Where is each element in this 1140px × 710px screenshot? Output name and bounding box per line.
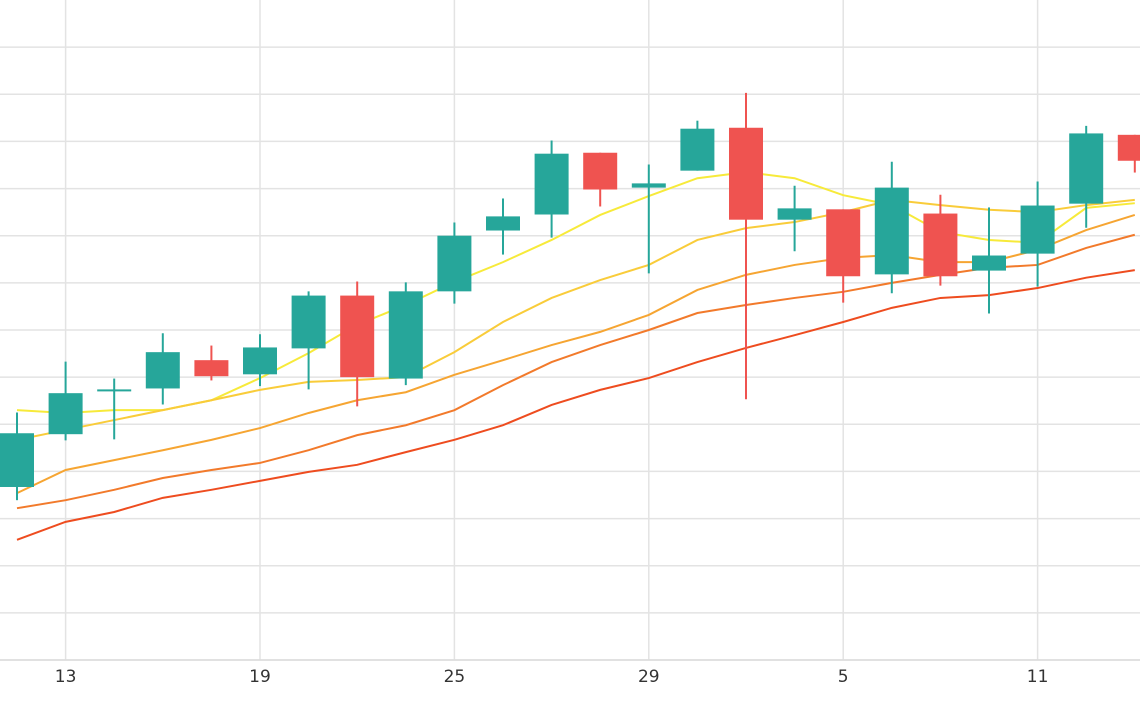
x-tick-label: 11 xyxy=(1027,667,1049,687)
candle-body xyxy=(874,187,909,275)
candle-body xyxy=(388,291,423,379)
candle-body xyxy=(1020,205,1055,254)
candle-body xyxy=(972,255,1006,271)
candle-body xyxy=(534,153,569,215)
x-tick-label: 13 xyxy=(55,667,77,687)
candle-body xyxy=(826,209,861,277)
x-tick-label: 25 xyxy=(444,667,466,687)
candle-body xyxy=(97,389,132,392)
candle-body xyxy=(243,347,277,375)
candle-body xyxy=(923,213,958,277)
x-tick-label: 29 xyxy=(638,667,660,687)
candle-body xyxy=(48,393,83,435)
candle-body xyxy=(777,208,812,220)
candle-body xyxy=(631,183,666,188)
ma-line xyxy=(16,269,1135,541)
candle-body xyxy=(145,352,180,389)
x-tick-label: 5 xyxy=(838,667,849,687)
candle-body xyxy=(1117,134,1140,161)
candle-body xyxy=(583,152,618,190)
candle-body xyxy=(486,216,520,231)
candle-body xyxy=(340,295,375,378)
ma-line xyxy=(16,198,1135,441)
x-tick-label: 19 xyxy=(249,667,271,687)
candle-body xyxy=(680,128,715,171)
candle-body xyxy=(729,127,763,220)
ma-line xyxy=(16,233,1136,510)
candle-body xyxy=(291,295,326,349)
candle-body xyxy=(1069,133,1104,204)
candle-body xyxy=(0,433,34,487)
candle-body xyxy=(194,360,229,377)
candle-body xyxy=(437,235,472,292)
